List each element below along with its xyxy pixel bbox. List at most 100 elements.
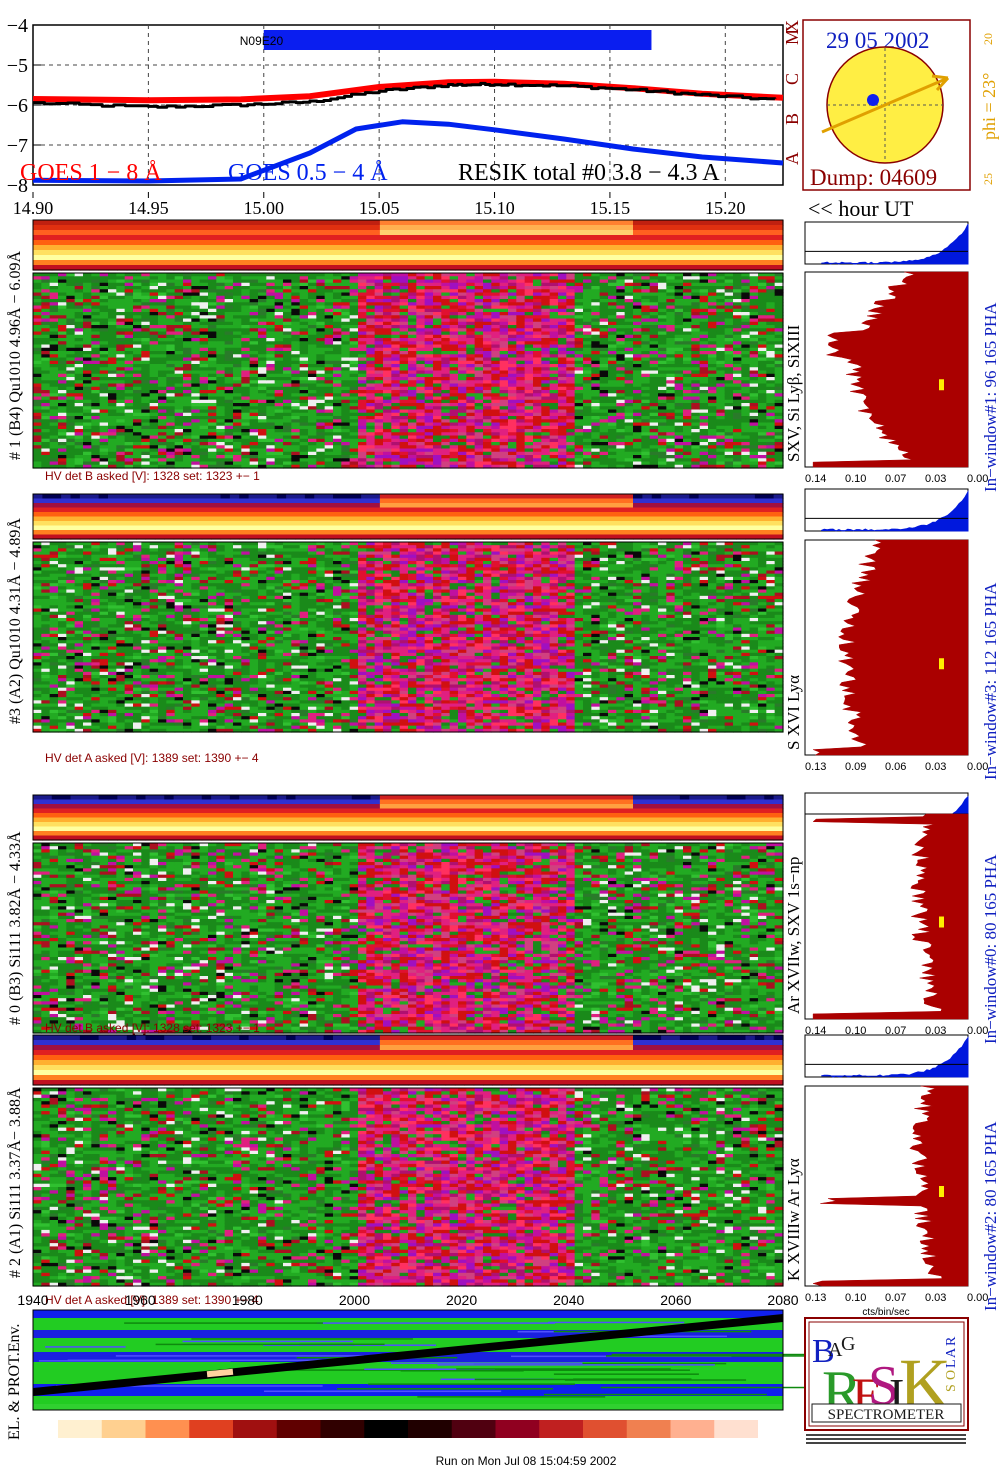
heatmap-cell	[574, 409, 584, 414]
heatmap-cell	[466, 412, 476, 417]
heatmap-cell	[216, 416, 226, 420]
heatmap-cell	[41, 432, 51, 437]
heatmap-cell	[91, 286, 101, 290]
heatmap-cell	[349, 435, 359, 440]
heatmap-cell	[199, 445, 209, 450]
heatmap-cell	[174, 354, 184, 359]
heatmap-cell	[124, 464, 134, 469]
spectrum-band-cell	[183, 220, 193, 226]
heatmap-cell	[49, 328, 59, 333]
heatmap-cell	[533, 289, 542, 294]
spectrum-band-cell	[454, 250, 465, 256]
heatmap-cell	[41, 292, 51, 297]
spectrum-band-cell	[539, 265, 550, 271]
heatmap-cell	[558, 282, 567, 287]
heatmap-cell	[333, 364, 342, 368]
heatmap-cell	[491, 341, 501, 346]
heatmap-cell	[508, 331, 517, 336]
heatmap-cell	[366, 416, 376, 420]
heatmap-cell	[124, 328, 134, 333]
heatmap-cell	[349, 354, 359, 359]
heatmap-cell	[583, 334, 592, 339]
heatmap-cell	[524, 419, 534, 424]
heatmap-cell	[358, 292, 367, 297]
heatmap-cell	[449, 338, 459, 342]
heatmap-cell	[366, 357, 376, 362]
heatmap-cell	[483, 286, 492, 290]
heatmap-cell	[66, 292, 76, 297]
heatmap-cell	[174, 276, 184, 281]
spectrum-band-cell	[726, 230, 737, 236]
heatmap-cell	[141, 305, 151, 310]
spectrum-band-cell	[689, 250, 700, 256]
heatmap-cell	[516, 347, 526, 352]
spectrum-band-cell	[220, 240, 231, 246]
heatmap-cell	[283, 377, 292, 381]
heatmap-cell	[249, 279, 259, 284]
heatmap-cell	[558, 315, 567, 320]
heatmap-cell	[41, 351, 51, 355]
heatmap-cell	[491, 432, 501, 437]
heatmap-cell	[516, 403, 526, 407]
spectrum-band-cell	[267, 225, 278, 231]
heatmap-cell	[374, 419, 384, 424]
heatmap-cell	[58, 273, 67, 277]
heatmap-cell	[333, 393, 342, 398]
heatmap-cell	[174, 286, 184, 290]
heatmap-cell	[258, 448, 267, 453]
heatmap-cell	[516, 279, 526, 284]
heatmap-cell	[483, 357, 492, 362]
heatmap-cell	[108, 364, 117, 368]
heatmap-cell	[383, 282, 392, 287]
heatmap-cell	[233, 347, 242, 352]
heatmap-cell	[474, 292, 484, 297]
heatmap-cell	[483, 435, 492, 440]
heatmap-cell	[133, 422, 142, 427]
heatmap-cell	[241, 448, 251, 453]
heatmap-cell	[549, 412, 559, 417]
heatmap-cell	[533, 325, 542, 329]
heatmap-cell	[208, 292, 217, 297]
heatmap-cell	[508, 357, 517, 362]
heatmap-cell	[116, 461, 126, 466]
heatmap-cell	[433, 386, 442, 391]
heatmap-cell	[149, 282, 159, 287]
heatmap-cell	[483, 308, 492, 313]
heatmap-cell	[508, 292, 517, 297]
heatmap-cell	[191, 399, 201, 404]
heatmap-cell	[241, 328, 251, 333]
heatmap-cell	[508, 377, 517, 381]
heatmap-cell	[441, 451, 451, 456]
heatmap-cell	[141, 286, 151, 290]
heatmap-cell	[591, 328, 601, 333]
heatmap-cell	[424, 273, 434, 277]
heatmap-cell	[83, 273, 92, 277]
heatmap-cell	[508, 383, 517, 388]
heatmap-cell	[216, 451, 226, 456]
heatmap-cell	[58, 328, 67, 333]
heatmap-cell	[216, 289, 226, 294]
heatmap-cell	[283, 393, 292, 398]
spectrum-band-cell	[183, 230, 193, 236]
heatmap-cell	[366, 409, 376, 414]
spectrum-band-cell	[173, 240, 184, 246]
heatmap-cell	[433, 458, 442, 463]
spectrum-band-cell	[239, 250, 250, 256]
heatmap-cell	[208, 360, 217, 365]
heatmap-cell	[166, 354, 176, 359]
heatmap-cell	[33, 406, 42, 411]
heatmap-cell	[516, 276, 526, 281]
heatmap-cell	[408, 282, 417, 287]
heatmap-cell	[224, 393, 234, 398]
heatmap-cell	[491, 299, 501, 303]
heatmap-cell	[83, 328, 92, 333]
spectrum-band-cell	[201, 225, 212, 231]
heatmap-cell	[66, 341, 76, 346]
spectrum-band-cell	[736, 240, 747, 246]
heatmap-cell	[383, 276, 392, 281]
heatmap-cell	[133, 331, 142, 336]
spectrum-band-cell	[642, 245, 653, 251]
heatmap-cell	[291, 438, 301, 443]
spectrum-band-cell	[698, 235, 709, 241]
heatmap-cell	[249, 282, 259, 287]
